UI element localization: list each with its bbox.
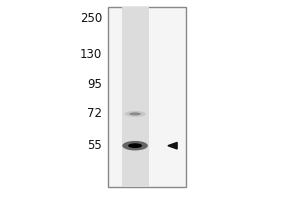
Ellipse shape	[129, 112, 141, 115]
Ellipse shape	[124, 111, 146, 117]
Polygon shape	[168, 142, 177, 149]
Text: 95: 95	[87, 78, 102, 91]
Text: 130: 130	[80, 48, 102, 61]
Bar	[122, 7, 148, 187]
Ellipse shape	[122, 141, 148, 150]
Ellipse shape	[128, 143, 142, 148]
Text: 72: 72	[87, 107, 102, 120]
Bar	[108, 7, 186, 187]
Text: 250: 250	[80, 12, 102, 25]
Text: 55: 55	[88, 139, 102, 152]
